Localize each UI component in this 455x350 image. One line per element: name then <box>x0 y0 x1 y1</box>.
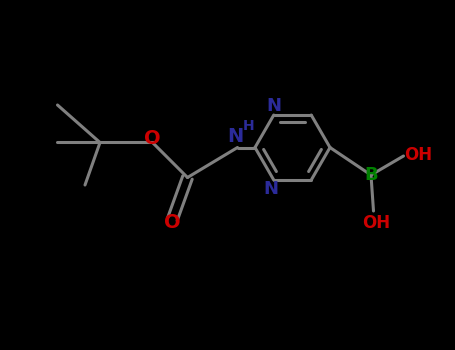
Text: O: O <box>144 130 161 148</box>
Text: OH: OH <box>404 146 433 164</box>
Text: O: O <box>164 214 181 232</box>
Text: N: N <box>264 180 279 198</box>
Text: N: N <box>266 97 281 115</box>
Text: B: B <box>364 166 378 184</box>
Text: OH: OH <box>362 215 390 232</box>
Text: N: N <box>227 127 243 146</box>
Text: H: H <box>243 119 254 133</box>
